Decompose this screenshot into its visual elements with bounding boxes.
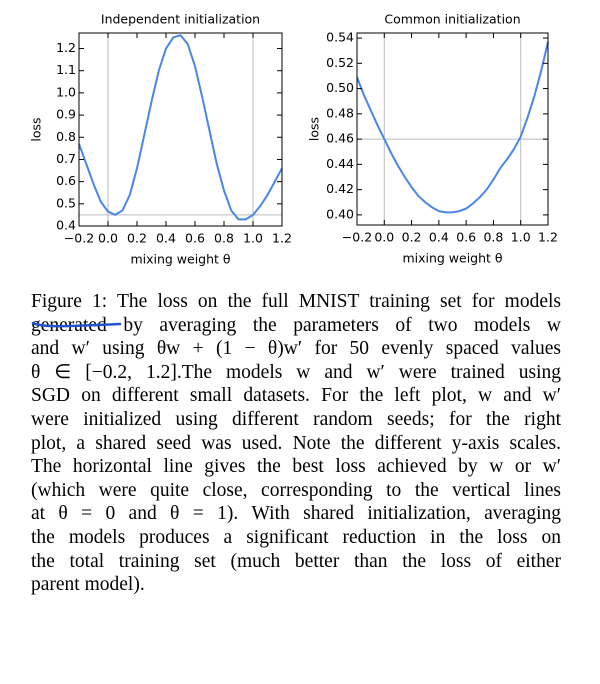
x-tick-label: 1.2 [538, 230, 558, 245]
y-tick-label: 0.46 [326, 131, 354, 146]
caption-line: and w′ using θw + (1 − θ)w′ for 50 evenl… [31, 338, 561, 360]
chart-title: Common initialization [384, 12, 520, 27]
caption-line: plot, a shared seed was used. Note the d… [31, 432, 561, 454]
x-tick-label: 0.4 [156, 231, 176, 246]
x-tick-label: 0.6 [456, 230, 476, 245]
y-tick-label: 1.2 [56, 40, 76, 55]
y-tick-label: 0.8 [56, 129, 76, 144]
y-tick-label: 0.40 [326, 206, 354, 221]
caption-line: Figure 1: The loss on the full MNIST tra… [31, 291, 561, 312]
y-tick-label: 0.42 [326, 181, 354, 196]
x-tick-label: 0.6 [185, 231, 205, 246]
x-tick-label: 0.4 [429, 230, 449, 245]
caption-line: θ ∈ [−0.2, 1.2].The models w and w′ were… [31, 361, 561, 383]
axes-frame [356, 32, 549, 226]
x-tick-label: −0.2 [342, 230, 372, 245]
y-axis-label: loss [307, 117, 322, 141]
caption: Figure 1: The loss on the full MNIST tra… [31, 290, 561, 597]
y-tick-label: 0.7 [56, 151, 76, 166]
loss-curve [78, 34, 283, 221]
caption-line: the models produces a significant reduct… [31, 526, 561, 548]
y-tick-label: 0.50 [326, 80, 354, 95]
caption-line: parent model). [31, 574, 145, 596]
x-tick-label: 0.2 [127, 231, 147, 246]
y-tick-label: 0.54 [326, 30, 354, 45]
y-tick-label: 0.4 [56, 218, 76, 233]
caption-line: SGD on different small datasets. For the… [31, 385, 561, 407]
y-tick-label: 0.48 [326, 105, 354, 120]
axes-frame [78, 32, 283, 227]
y-tick-label: 0.9 [56, 107, 76, 122]
chart-title: Independent initialization [101, 12, 260, 27]
x-tick-label: 1.0 [243, 231, 263, 246]
x-tick-label: −0.2 [64, 231, 94, 246]
x-axis-label: mixing weight θ [402, 251, 502, 266]
x-axis-label: mixing weight θ [130, 252, 230, 267]
y-tick-label: 0.44 [326, 156, 354, 171]
y-tick-label: 0.6 [56, 173, 76, 188]
loss-curve [356, 41, 549, 214]
y-tick-label: 0.52 [326, 55, 354, 70]
caption-line: were initialized using different random … [31, 408, 561, 430]
x-tick-label: 0.0 [374, 230, 394, 245]
y-tick-label: 0.5 [56, 195, 76, 210]
y-axis-label: loss [29, 117, 44, 141]
y-tick-label: 1.1 [56, 62, 76, 77]
caption-line: (which were quite close, corresponding t… [31, 479, 561, 501]
x-tick-label: 0.8 [483, 230, 503, 245]
caption-line: at θ = 0 and θ = 1). With shared initial… [31, 503, 561, 525]
x-tick-label: 0.8 [214, 231, 234, 246]
caption-line: generated by averaging the parameters of… [31, 314, 561, 336]
x-tick-label: 1.0 [511, 230, 531, 245]
x-tick-label: 0.2 [402, 230, 422, 245]
x-tick-label: 1.2 [272, 231, 292, 246]
charts: −0.2 0.0 0.2 0.4 0.6 0.8 1.0 1.20.40.50.60.70.8… [29, 12, 558, 267]
caption-line: the total training set (much better than… [31, 550, 561, 572]
caption-line: The horizontal line gives the best loss … [31, 456, 561, 478]
x-tick-label: 0.0 [98, 231, 118, 246]
y-tick-label: 1.0 [56, 84, 76, 99]
